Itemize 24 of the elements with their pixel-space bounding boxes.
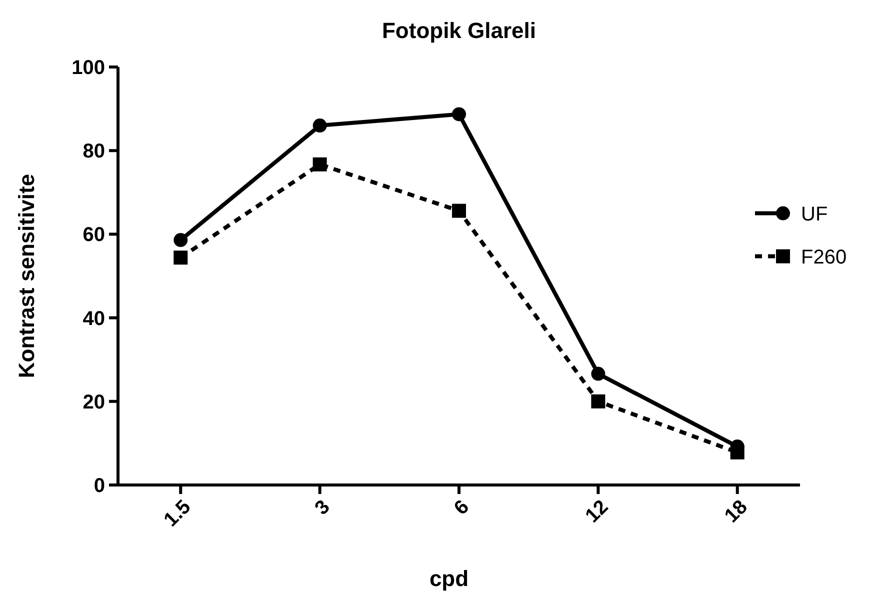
- point: [452, 107, 466, 122]
- point: [452, 204, 466, 218]
- x-tick-label: 6: [450, 496, 474, 520]
- y-tick-label: 60: [82, 224, 105, 246]
- point: [312, 118, 327, 133]
- y-tick-label: 80: [82, 140, 105, 163]
- point: [312, 157, 327, 172]
- y-tick-label: 100: [72, 57, 105, 79]
- y-tick-label: 0: [94, 475, 105, 497]
- x-tick-label: 18: [720, 496, 752, 528]
- chart-title: Fotopik Glareli: [382, 18, 536, 43]
- y-axis-title: Kontrast sensitivite: [14, 174, 39, 378]
- x-tick-label: 1.5: [160, 496, 196, 532]
- x-tick-label: 12: [581, 496, 613, 528]
- y-tick-label: 40: [82, 308, 105, 330]
- legend-label: UF: [801, 203, 828, 226]
- point: [591, 394, 606, 408]
- x-tick-label: 3: [310, 496, 334, 520]
- point: [174, 233, 188, 248]
- legend-label: F260: [801, 246, 847, 268]
- y-tick-label: 20: [82, 391, 105, 414]
- point: [174, 250, 188, 265]
- x-axis-title: cpd: [429, 566, 469, 591]
- point: [591, 366, 606, 381]
